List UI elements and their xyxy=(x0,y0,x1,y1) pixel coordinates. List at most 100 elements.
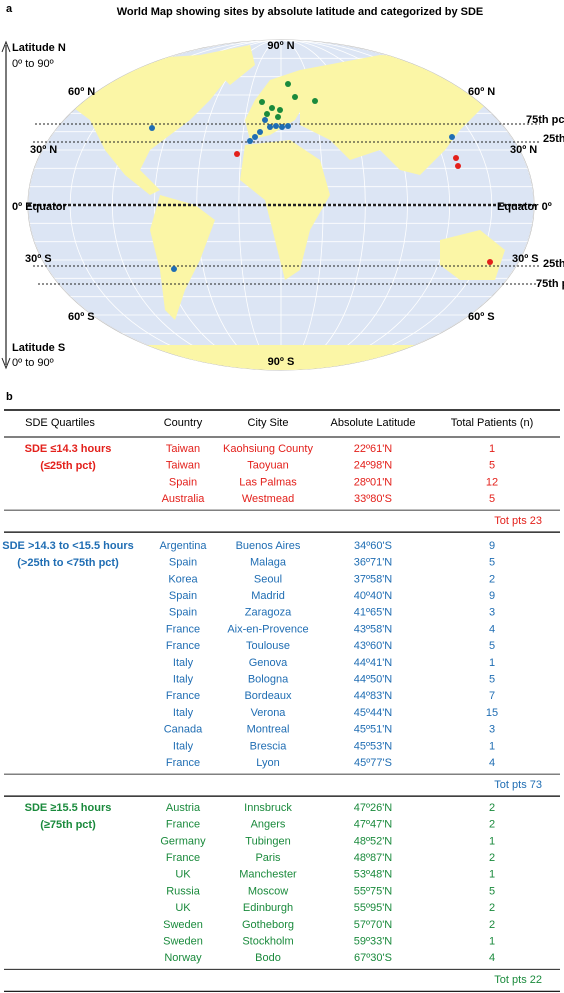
cell: 4 xyxy=(489,952,495,964)
group-range: (≥75th pct) xyxy=(40,819,96,831)
cell: 47º47'N xyxy=(354,819,393,831)
cell: Kaohsiung County xyxy=(223,443,313,455)
axis-range: 0º to 90º xyxy=(12,357,54,369)
cell: 15 xyxy=(486,707,498,719)
cell: UK xyxy=(175,869,191,881)
axis-range: 0º to 90º xyxy=(12,58,54,70)
cell: Italy xyxy=(173,707,194,719)
panel-label: a xyxy=(6,3,13,15)
cell: UK xyxy=(175,902,191,914)
cell: Paris xyxy=(255,852,281,864)
cell: 5 xyxy=(489,460,495,472)
cell: 2 xyxy=(489,573,495,585)
lat-label: 90º S xyxy=(268,356,295,368)
cell: 57º70'N xyxy=(354,919,393,931)
cell: France xyxy=(166,852,200,864)
cell: Taiwan xyxy=(166,443,200,455)
cell: Norway xyxy=(164,952,202,964)
cell: 40º40'N xyxy=(354,590,393,602)
cell: Seoul xyxy=(254,573,282,585)
axis-label: Latitude S xyxy=(12,342,65,354)
lat-label: 30º S xyxy=(512,253,539,265)
cell: 5 xyxy=(489,640,495,652)
cell: Germany xyxy=(160,835,206,847)
cell: 44º83'N xyxy=(354,690,393,702)
cell: 24º98'N xyxy=(354,460,393,472)
cell: 1 xyxy=(489,835,495,847)
cell: France xyxy=(166,623,200,635)
cell: 5 xyxy=(489,885,495,897)
cell: Lyon xyxy=(256,757,279,769)
cell: 33º80'S xyxy=(354,493,392,505)
cell: 55º75'N xyxy=(354,885,393,897)
pct-label: 75th pct xyxy=(526,114,564,126)
cell: 12 xyxy=(486,476,498,488)
lat-label: 0º Equator xyxy=(12,201,67,213)
cell: 22º61'N xyxy=(354,443,393,455)
cell: 2 xyxy=(489,819,495,831)
panel-label: b xyxy=(6,391,13,403)
cell: 2 xyxy=(489,852,495,864)
group-total: Tot pts 23 xyxy=(494,515,542,527)
cell: Zaragoza xyxy=(245,607,292,619)
cell: 53º48'N xyxy=(354,869,393,881)
cell: 1 xyxy=(489,936,495,948)
cell: 43º60'N xyxy=(354,640,393,652)
pct-lines xyxy=(1,40,540,370)
cell: France xyxy=(166,819,200,831)
cell: 9 xyxy=(489,590,495,602)
cell: Australia xyxy=(162,493,206,505)
cell: 5 xyxy=(489,493,495,505)
cell: Madrid xyxy=(251,590,285,602)
cell: Westmead xyxy=(242,493,294,505)
group-total: Tot pts 22 xyxy=(494,974,542,986)
group-range: (≤25th pct) xyxy=(40,460,96,472)
cell: 3 xyxy=(489,607,495,619)
group-total: Tot pts 73 xyxy=(494,779,542,791)
cell: Italy xyxy=(173,674,194,686)
cell: 28º01'N xyxy=(354,476,393,488)
cell: 45º77'S xyxy=(354,757,392,769)
cell: France xyxy=(166,757,200,769)
cell: Canada xyxy=(164,724,203,736)
cell: 45º51'N xyxy=(354,724,393,736)
cell: France xyxy=(166,640,200,652)
cell: 1 xyxy=(489,740,495,752)
cell: Spain xyxy=(169,590,197,602)
lat-label: 60º N xyxy=(468,86,495,98)
lat-label: 30º N xyxy=(510,144,537,156)
cell: Moscow xyxy=(248,885,288,897)
lat-label: 60º S xyxy=(68,311,95,323)
cell: Stockholm xyxy=(242,936,293,948)
cell: 45º53'N xyxy=(354,740,393,752)
cell: Korea xyxy=(168,573,198,585)
cell: Austria xyxy=(166,802,201,814)
lat-label: 30º N xyxy=(30,144,57,156)
lat-label: 60º N xyxy=(68,86,95,98)
cell: 48º87'N xyxy=(354,852,393,864)
cell: Manchester xyxy=(239,869,297,881)
cell: Aix-en-Provence xyxy=(227,623,308,635)
column-header: City Site xyxy=(248,417,289,429)
cell: Gotheborg xyxy=(242,919,294,931)
cell: 5 xyxy=(489,557,495,569)
lat-label: 60º S xyxy=(468,311,495,323)
cell: Tubingen xyxy=(245,835,290,847)
cell: Las Palmas xyxy=(239,476,297,488)
cell: 45º44'N xyxy=(354,707,393,719)
cell: France xyxy=(166,690,200,702)
cell: Argentina xyxy=(159,540,207,552)
cell: Spain xyxy=(169,557,197,569)
cell: 43º58'N xyxy=(354,623,393,635)
cell: 1 xyxy=(489,657,495,669)
cell: Bodo xyxy=(255,952,281,964)
lat-label: 30º S xyxy=(25,253,52,265)
cell: Verona xyxy=(251,707,287,719)
cell: Sweden xyxy=(163,919,203,931)
lat-label: 90º N xyxy=(267,40,294,52)
cell: Montreal xyxy=(247,724,290,736)
cell: 2 xyxy=(489,802,495,814)
cell: 36º71'N xyxy=(354,557,393,569)
